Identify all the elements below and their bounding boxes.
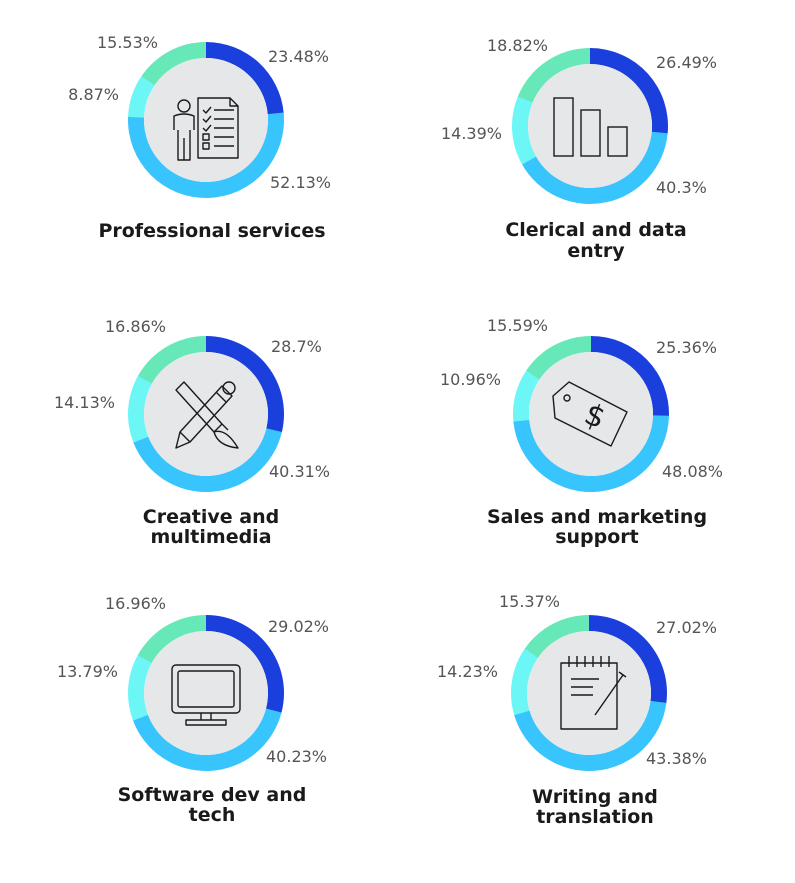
- donut-center: [529, 352, 653, 476]
- donut-segment-3: [128, 75, 155, 118]
- donut-segment-1: [206, 42, 284, 115]
- chart-title: Professional services: [98, 220, 325, 242]
- donut-segment-1: [206, 615, 285, 713]
- donut-center: [144, 58, 268, 182]
- percent-label: 48.08%: [662, 462, 723, 481]
- donut-segment-1: [590, 48, 669, 134]
- notepad-pen-icon: [560, 656, 627, 730]
- percent-label: 14.13%: [54, 393, 115, 412]
- chart-title: Creative and: [143, 506, 279, 528]
- donut-segment-1: [589, 615, 667, 704]
- chart-title: tech: [189, 804, 236, 826]
- chart-title: multimedia: [150, 526, 271, 548]
- donut-segment-2: [133, 428, 282, 492]
- donut-segment-4: [137, 615, 206, 663]
- percent-label: 15.53%: [97, 33, 158, 52]
- percent-label: 10.96%: [440, 370, 501, 389]
- donut-segment-1: [206, 336, 284, 433]
- percent-label: 23.48%: [268, 47, 329, 66]
- donut-segment-4: [137, 336, 206, 384]
- monitor-icon: [171, 664, 241, 726]
- donut-chart-sales-and-marketing-support: $25.36%48.08%10.96%15.59%Sales and marke…: [440, 316, 723, 548]
- percent-label: 26.49%: [656, 53, 717, 72]
- donut-segment-2: [132, 708, 282, 772]
- percent-label: 16.96%: [105, 594, 166, 613]
- donut-segment-3: [513, 370, 540, 422]
- chart-title: entry: [567, 240, 625, 262]
- donut-segment-4: [524, 615, 589, 658]
- chart-title: Software dev and: [118, 784, 307, 806]
- donut-segment-3: [511, 648, 539, 716]
- chart-title: Clerical and data: [505, 219, 686, 241]
- donut-segment-4: [526, 336, 591, 380]
- percent-label: 28.7%: [271, 337, 322, 356]
- donut-segment-2: [514, 700, 667, 771]
- percent-label: 14.23%: [437, 662, 498, 681]
- percent-label: 27.02%: [656, 618, 717, 637]
- chart-title: Sales and marketing: [487, 506, 707, 528]
- percent-label: 16.86%: [105, 317, 166, 336]
- person-checklist-icon: [173, 97, 239, 161]
- donut-chart-creative-and-multimedia: 28.7% 40.31% 14.13% 16.86% Creative andmulti…: [54, 317, 330, 548]
- donut-segment-4: [517, 48, 590, 103]
- donut-center: [144, 631, 268, 755]
- percent-label: 52.13%: [270, 173, 331, 192]
- donut-segment-2: [513, 415, 669, 492]
- donut-center: [527, 631, 651, 755]
- donut-segment-4: [141, 42, 206, 86]
- pencil-brush-icon: [175, 381, 239, 449]
- chart-title: translation: [536, 806, 654, 828]
- donut-segment-1: [591, 336, 670, 417]
- percent-label: 25.36%: [656, 338, 717, 357]
- percent-label: 40.23%: [266, 747, 327, 766]
- percent-label: 13.79%: [57, 662, 118, 681]
- donut-center: [528, 64, 652, 188]
- donut-segment-3: [511, 96, 537, 165]
- percent-label: 43.38%: [646, 749, 707, 768]
- percent-label: 29.02%: [268, 617, 329, 636]
- percent-label: 40.31%: [269, 462, 330, 481]
- percent-label: 15.37%: [499, 592, 560, 611]
- donut-center: [144, 352, 268, 476]
- donut-chart-clerical-and-data-entry: 26.49% 40.3% 14.39% 18.82% Clerical and data…: [441, 36, 717, 262]
- donut-chart-software-dev-and-tech: 29.02% 40.23% 13.79% 16.96% Software dev and…: [57, 594, 329, 826]
- donut-segment-3: [127, 375, 153, 443]
- percent-label: 40.3%: [656, 178, 707, 197]
- donut-segment-2: [128, 112, 284, 198]
- bar-chart-icon: [553, 97, 628, 157]
- donut-segment-3: [127, 654, 152, 721]
- donut-chart-professional-services: 23.48% 52.13% 8.87% 15.53% Professional serv…: [68, 33, 331, 242]
- percent-label: 8.87%: [68, 85, 119, 104]
- donut-segment-2: [521, 131, 668, 205]
- chart-title: Writing and: [532, 786, 658, 808]
- donut-chart-writing-and-translation: 27.02% 43.38% 14.23% 15.37% Writing andtrans…: [437, 592, 717, 828]
- chart-title: support: [555, 526, 639, 548]
- percent-label: 18.82%: [487, 36, 548, 55]
- percent-label: 14.39%: [441, 124, 502, 143]
- percent-label: 15.59%: [487, 316, 548, 335]
